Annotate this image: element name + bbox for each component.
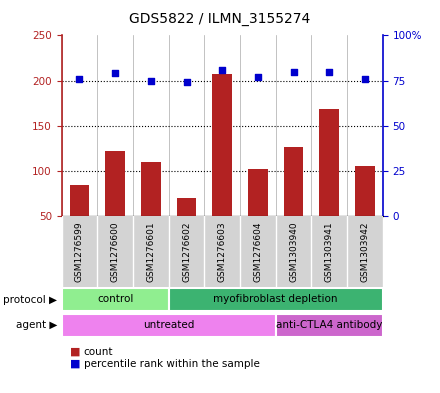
Bar xyxy=(141,162,161,216)
Bar xyxy=(355,167,375,216)
Bar xyxy=(62,314,276,337)
Bar xyxy=(105,151,125,216)
Bar xyxy=(213,74,232,216)
Bar xyxy=(169,288,383,311)
Text: GSM1276603: GSM1276603 xyxy=(218,222,227,283)
Point xyxy=(76,75,83,82)
Point xyxy=(254,74,261,80)
Bar xyxy=(276,314,383,337)
Point xyxy=(361,75,368,82)
Text: ■: ■ xyxy=(70,347,81,357)
Bar xyxy=(319,110,339,216)
Text: GSM1276599: GSM1276599 xyxy=(75,222,84,283)
Text: protocol ▶: protocol ▶ xyxy=(3,295,57,305)
Text: GSM1276602: GSM1276602 xyxy=(182,222,191,282)
Text: GDS5822 / ILMN_3155274: GDS5822 / ILMN_3155274 xyxy=(129,12,311,26)
Bar xyxy=(248,169,268,216)
Text: percentile rank within the sample: percentile rank within the sample xyxy=(84,358,260,369)
Text: GSM1303941: GSM1303941 xyxy=(325,222,334,283)
Text: agent ▶: agent ▶ xyxy=(16,320,57,330)
Bar xyxy=(177,198,196,216)
Text: count: count xyxy=(84,347,113,357)
Text: ■: ■ xyxy=(70,358,81,369)
Point xyxy=(112,70,119,77)
Text: GSM1303940: GSM1303940 xyxy=(289,222,298,283)
Text: GSM1276600: GSM1276600 xyxy=(110,222,120,283)
Bar xyxy=(70,184,89,216)
Point xyxy=(219,66,226,73)
Text: GSM1303942: GSM1303942 xyxy=(360,222,370,282)
Text: control: control xyxy=(97,294,133,304)
Text: GSM1276601: GSM1276601 xyxy=(147,222,155,283)
Point xyxy=(326,68,333,75)
Text: untreated: untreated xyxy=(143,320,194,330)
Text: anti-CTLA4 antibody: anti-CTLA4 antibody xyxy=(276,320,382,330)
Point xyxy=(147,77,154,84)
Point xyxy=(290,68,297,75)
Point xyxy=(183,79,190,86)
Bar xyxy=(62,288,169,311)
Text: GSM1276604: GSM1276604 xyxy=(253,222,262,282)
Bar xyxy=(284,147,304,216)
Text: myofibroblast depletion: myofibroblast depletion xyxy=(213,294,338,304)
